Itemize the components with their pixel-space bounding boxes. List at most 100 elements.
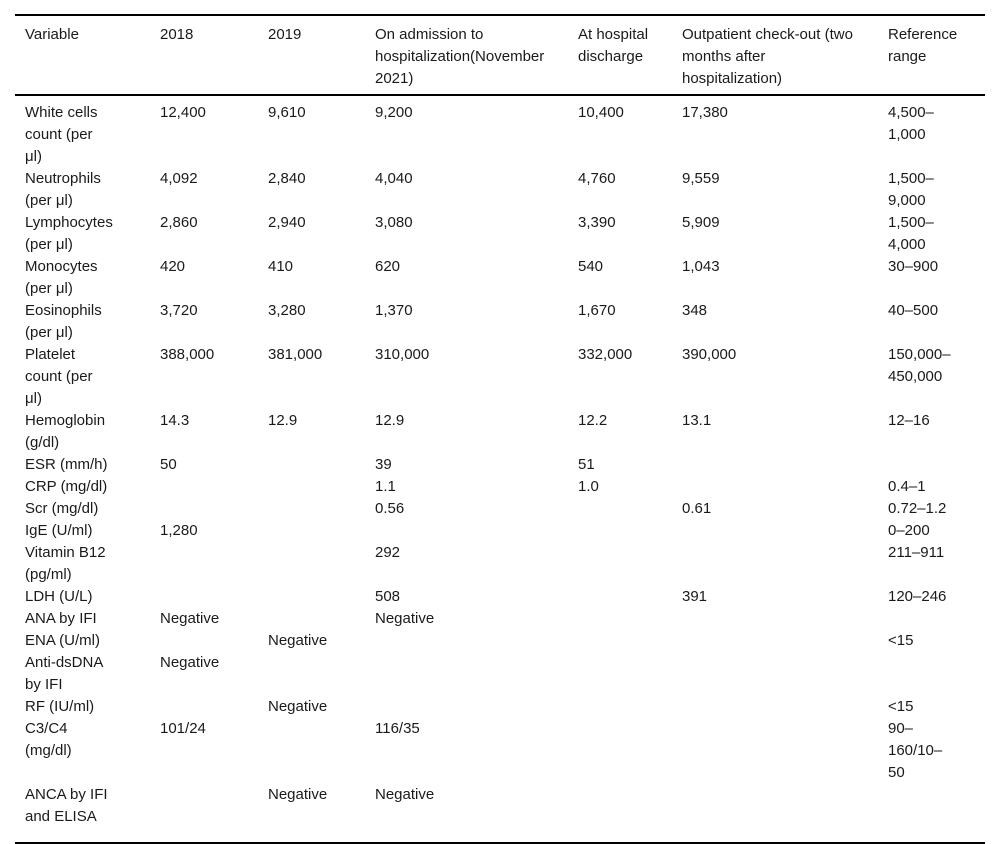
cell-discharge: 1.0 xyxy=(578,478,599,495)
cell-2018: 101/24 xyxy=(160,720,206,737)
table-row: White cells count (per μl) 12,400 9,610 9,2… xyxy=(15,95,985,168)
row-label: Platelet count (per μl) xyxy=(25,346,93,407)
cell-outpatient: 17,380 xyxy=(682,104,728,121)
cell-outpatient: 348 xyxy=(682,302,708,319)
cell-admission: 1.1 xyxy=(375,478,396,495)
table-row: Monocytes (per μl) 420 410 620 540 1,043 30–90… xyxy=(15,256,985,300)
row-label: Vitamin B12 (pg/ml) xyxy=(25,544,106,583)
cell-admission: Negative xyxy=(375,786,435,803)
cell-admission xyxy=(375,652,578,696)
cell-admission: 310,000 xyxy=(375,346,430,363)
column-header-2018: 2018 xyxy=(160,15,268,96)
cell-outpatient xyxy=(682,784,888,843)
cell-2019: 12.9 xyxy=(268,412,298,429)
cell-reference-range xyxy=(888,784,985,843)
cell-2018 xyxy=(160,630,268,652)
cell-admission: 4,040 xyxy=(375,170,413,187)
cell-outpatient xyxy=(682,542,888,586)
cell-2019 xyxy=(268,608,375,630)
cell-2018: 4,092 xyxy=(160,170,198,187)
cell-outpatient xyxy=(682,652,888,696)
cell-2019 xyxy=(268,652,375,696)
table-row: ENA (U/ml) Negative ˂15 xyxy=(15,630,985,652)
cell-discharge xyxy=(578,718,682,784)
table-header-row: Variable 2018 2019 On admission to hospital… xyxy=(15,15,985,96)
cell-reference-range xyxy=(888,454,985,476)
row-label: CRP (mg/dl) xyxy=(25,478,108,495)
cell-2019: Negative xyxy=(268,698,328,715)
table-row: ESR (mm/h) 50 39 51 xyxy=(15,454,985,476)
cell-reference-range: ˂15 xyxy=(888,698,914,715)
row-label: Neutrophils (per μl) xyxy=(25,170,101,209)
cell-2018: 2,860 xyxy=(160,214,198,231)
cell-reference-range: 0.72–1.2 xyxy=(888,500,947,517)
cell-outpatient xyxy=(682,476,888,498)
cell-2018: 1,280 xyxy=(160,522,198,539)
cell-admission: 0.56 xyxy=(375,500,405,517)
cell-outpatient: 9,559 xyxy=(682,170,720,187)
cell-admission: 292 xyxy=(375,544,401,561)
cell-2019 xyxy=(268,520,375,542)
cell-2018 xyxy=(160,476,268,498)
cell-2019: Negative xyxy=(268,632,328,649)
cell-reference-range: 12–16 xyxy=(888,412,930,429)
cell-outpatient xyxy=(682,454,888,476)
table-row: Lymphocytes (per μl) 2,860 2,940 3,080 3,390… xyxy=(15,212,985,256)
cell-2019 xyxy=(268,476,375,498)
table-row: Hemoglobin (g/dl) 14.3 12.9 12.9 12.2 13.1 12–… xyxy=(15,410,985,454)
row-label: Monocytes (per μl) xyxy=(25,258,98,297)
cell-discharge xyxy=(578,608,682,630)
cell-2019: 2,940 xyxy=(268,214,306,231)
cell-2019: 3,280 xyxy=(268,302,306,319)
cell-reference-range: 0.4–1 xyxy=(888,478,926,495)
cell-discharge xyxy=(578,696,682,718)
cell-admission: 508 xyxy=(375,588,401,605)
table-row: Eosinophils (per μl) 3,720 3,280 1,370 1,670… xyxy=(15,300,985,344)
cell-outpatient: 1,043 xyxy=(682,258,720,275)
cell-discharge xyxy=(578,498,682,520)
column-header-reference-range: Reference range xyxy=(888,15,985,96)
cell-admission: 39 xyxy=(375,456,392,473)
cell-2019 xyxy=(268,498,375,520)
table-row: Anti-dsDNA by IFI Negative xyxy=(15,652,985,696)
table-row: ANA by IFI Negative Negative xyxy=(15,608,985,630)
cell-2018: Negative xyxy=(160,654,220,671)
cell-admission xyxy=(375,520,578,542)
cell-outpatient xyxy=(682,608,888,630)
cell-admission: 3,080 xyxy=(375,214,413,231)
cell-discharge: 3,390 xyxy=(578,214,616,231)
cell-admission: 12.9 xyxy=(375,412,405,429)
table-row: Vitamin B12 (pg/ml) 292 211–911 xyxy=(15,542,985,586)
table-row: C3/C4 (mg/dl) 101/24 116/35 90– 160/10– 50 xyxy=(15,718,985,784)
cell-admission: 9,200 xyxy=(375,104,413,121)
cell-reference-range: 40–500 xyxy=(888,302,939,319)
cell-2018: 388,000 xyxy=(160,346,215,363)
table-row: IgE (U/ml) 1,280 0–200 xyxy=(15,520,985,542)
cell-discharge: 540 xyxy=(578,258,604,275)
table-row: Scr (mg/dl) 0.56 0.61 0.72–1.2 xyxy=(15,498,985,520)
cell-reference-range: 0–200 xyxy=(888,522,930,539)
cell-discharge: 10,400 xyxy=(578,104,624,121)
column-header-outpatient: Outpatient check-out (two months after h… xyxy=(682,15,888,96)
table-row: Neutrophils (per μl) 4,092 2,840 4,040 4,760… xyxy=(15,168,985,212)
cell-reference-range: 150,000– 450,000 xyxy=(888,346,951,385)
cell-reference-range: 120–246 xyxy=(888,588,947,605)
table-row: CRP (mg/dl) 1.1 1.0 0.4–1 xyxy=(15,476,985,498)
cell-discharge xyxy=(578,630,682,652)
cell-2018: Negative xyxy=(160,610,220,627)
cell-2018: 14.3 xyxy=(160,412,190,429)
cell-discharge: 4,760 xyxy=(578,170,616,187)
cell-outpatient: 13.1 xyxy=(682,412,712,429)
cell-reference-range: 30–900 xyxy=(888,258,939,275)
cell-admission xyxy=(375,696,578,718)
cell-2018 xyxy=(160,696,268,718)
row-label: ENA (U/ml) xyxy=(25,632,100,649)
cell-outpatient: 5,909 xyxy=(682,214,720,231)
cell-admission: 116/35 xyxy=(375,720,420,737)
lab-results-table: Variable 2018 2019 On admission to hospital… xyxy=(15,14,985,844)
cell-2018 xyxy=(160,784,268,843)
cell-admission: 1,370 xyxy=(375,302,413,319)
cell-2018: 3,720 xyxy=(160,302,198,319)
row-label: Eosinophils (per μl) xyxy=(25,302,102,341)
